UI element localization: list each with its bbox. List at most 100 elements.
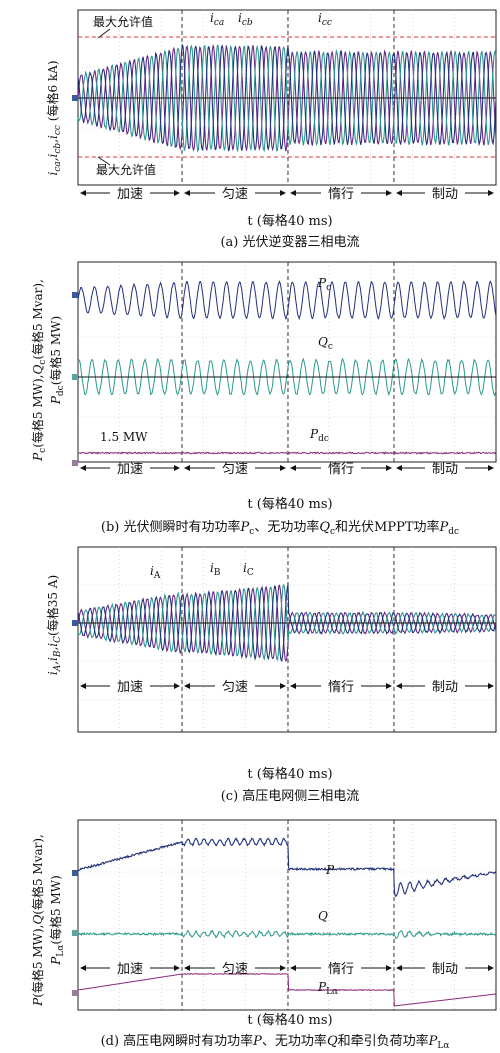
panel-b-phase-bar: 加速 匀速 惰行 制动 xyxy=(80,462,494,477)
panel-a-upper-limit-label: 最大允许值 xyxy=(93,14,153,29)
panel-a-lower-limit-pointer xyxy=(97,156,111,166)
phase-arrow-head xyxy=(488,965,494,971)
series-line-P_Lα xyxy=(77,972,496,1007)
phase-arrow-head xyxy=(80,190,86,196)
phase-arrow-head xyxy=(396,465,402,471)
phase-arrow-head xyxy=(290,965,296,971)
panel-d-xlabel: t (每格40 ms) xyxy=(247,1012,332,1028)
phase-arrow-head xyxy=(174,190,180,196)
panel-b-ylabel: Pc(每格5 MW),Qc(每格5 Mvar), xyxy=(30,279,48,462)
phase-arrow-head xyxy=(396,190,402,196)
panel-d-series-label-pl: PLα xyxy=(317,980,338,997)
panel-a-caption: (a) 光伏逆变器三相电流 xyxy=(220,234,359,250)
panel-a-marker xyxy=(72,95,78,101)
panel-d-marker-p xyxy=(72,870,78,876)
series-line-i_cc xyxy=(77,43,497,152)
phase-arrow-head xyxy=(488,190,494,196)
phase-arrow-head xyxy=(280,190,286,196)
phase-arrow-head xyxy=(386,965,392,971)
series-line-i_cb xyxy=(77,44,497,153)
panel-b-marker-pc xyxy=(72,292,78,298)
panel-c-grid xyxy=(78,547,496,732)
phase-label-3: 制动 xyxy=(432,680,458,695)
phase-arrow-head xyxy=(290,683,296,689)
panel-a-series-label-icb: icb xyxy=(238,11,253,28)
phase-label-1: 匀速 xyxy=(222,187,248,202)
phase-label-3: 制动 xyxy=(432,187,458,202)
panel-c-marker xyxy=(72,620,78,626)
panel-d-traces xyxy=(77,837,497,1007)
phase-label-1: 匀速 xyxy=(222,680,248,695)
phase-label-2: 惰行 xyxy=(328,462,354,477)
panel-b-traces xyxy=(77,280,497,455)
series-line-i_B xyxy=(77,583,497,662)
panel-a: 最大允许值 最大允许值 ica icb icc 加速 匀速 惰行 制动 ica,icb… xyxy=(45,9,497,250)
panel-b: Pc Qc Pdc 1.5 MW 加速 匀速 惰行 制动 Pc(每格5 MW),Qc(… xyxy=(30,261,497,537)
panel-d: P Q PLα 加速 匀速 惰行 制动 P(每格5 MW),Q(每格5 Mvar), … xyxy=(30,819,497,1051)
panel-b-pdc-value-label: 1.5 MW xyxy=(100,430,148,444)
panel-b-series-label-pdc: Pdc xyxy=(309,427,329,444)
series-line-Q_c xyxy=(77,357,497,397)
series-line-i_A xyxy=(77,584,497,662)
phase-arrow-head xyxy=(396,683,402,689)
panel-d-ylabel: P(每格5 MW),Q(每格5 Mvar), xyxy=(30,834,45,1007)
panel-d-series-label-q: Q xyxy=(318,909,328,923)
series-line-P_dc xyxy=(77,451,497,455)
panel-c-ylabel: iA,iB,iC(每格35 A) xyxy=(45,575,63,675)
panel-d-series-label-p: P xyxy=(325,863,335,877)
panel-a-lower-limit-label: 最大允许值 xyxy=(96,162,156,177)
panel-c-phase-bar: 加速 匀速 惰行 制动 xyxy=(80,680,494,695)
panel-a-ylabel: ica,icb,icc (每格6 kA) xyxy=(45,60,63,175)
phase-arrow-head xyxy=(280,465,286,471)
panel-c-series-label-ic: iC xyxy=(243,561,254,578)
panel-c-xlabel: t (每格40 ms) xyxy=(247,766,332,782)
phase-label-2: 惰行 xyxy=(328,680,354,695)
phase-arrow-head xyxy=(488,683,494,689)
phase-label-0: 加速 xyxy=(117,187,143,202)
phase-label-3: 制动 xyxy=(432,462,458,477)
phase-label-1: 匀速 xyxy=(222,462,248,477)
series-line-P_c xyxy=(77,280,497,321)
phase-arrow-head xyxy=(174,683,180,689)
panel-b-series-label-qc: Qc xyxy=(318,335,333,352)
series-line-i_ca xyxy=(77,43,497,152)
phase-arrow-head xyxy=(80,683,86,689)
phase-arrow-head xyxy=(488,465,494,471)
phase-arrow-head xyxy=(280,965,286,971)
panel-a-traces xyxy=(77,43,497,153)
panel-b-xlabel: t (每格40 ms) xyxy=(247,496,332,512)
panel-a-phase-bar: 加速 匀速 惰行 制动 xyxy=(80,187,494,202)
panel-a-series-label-ica: ica xyxy=(210,11,224,28)
phase-arrow-head xyxy=(80,465,86,471)
phase-arrow-head xyxy=(386,465,392,471)
panel-a-series-label-icc: icc xyxy=(318,11,332,28)
phase-label-2: 惰行 xyxy=(328,187,354,202)
panel-c: iA iB iC 加速 匀速 惰行 制动 iA,iB,iC(每格35 A) t (每格… xyxy=(45,546,497,804)
phase-arrow-head xyxy=(290,190,296,196)
phase-label-3: 制动 xyxy=(432,962,458,977)
phase-label-0: 加速 xyxy=(117,462,143,477)
phase-label-2: 惰行 xyxy=(328,962,354,977)
panel-b-ylabel-line2: Pdc(每格5 MW) xyxy=(48,316,66,405)
phase-arrow-head xyxy=(184,683,190,689)
phase-arrow-head xyxy=(290,465,296,471)
panel-d-phase-bar: 加速 匀速 惰行 制动 xyxy=(80,962,494,977)
phase-arrow-head xyxy=(174,465,180,471)
phase-arrow-head xyxy=(386,683,392,689)
panel-c-series-label-ib: iB xyxy=(210,561,221,578)
phase-arrow-head xyxy=(184,190,190,196)
phase-arrow-head xyxy=(184,465,190,471)
phase-arrow-head xyxy=(386,190,392,196)
panel-d-grid xyxy=(78,820,496,1010)
panel-a-upper-limit-pointer xyxy=(97,28,111,39)
panel-c-caption: (c) 高压电网侧三相电流 xyxy=(221,788,360,804)
phase-label-1: 匀速 xyxy=(222,962,248,977)
panel-a-xlabel: t (每格40 ms) xyxy=(247,213,332,229)
panel-d-ylabel-line2: PLα(每格5 MW) xyxy=(48,875,66,966)
panel-d-marker-pl xyxy=(72,990,78,996)
panel-b-caption: (b) 光伏侧瞬时有功功率Pc、无功功率Qc和光伏MPPT功率Pdc xyxy=(101,519,459,537)
panel-c-traces xyxy=(77,583,497,663)
phase-label-0: 加速 xyxy=(117,680,143,695)
series-line-Q xyxy=(77,929,497,939)
